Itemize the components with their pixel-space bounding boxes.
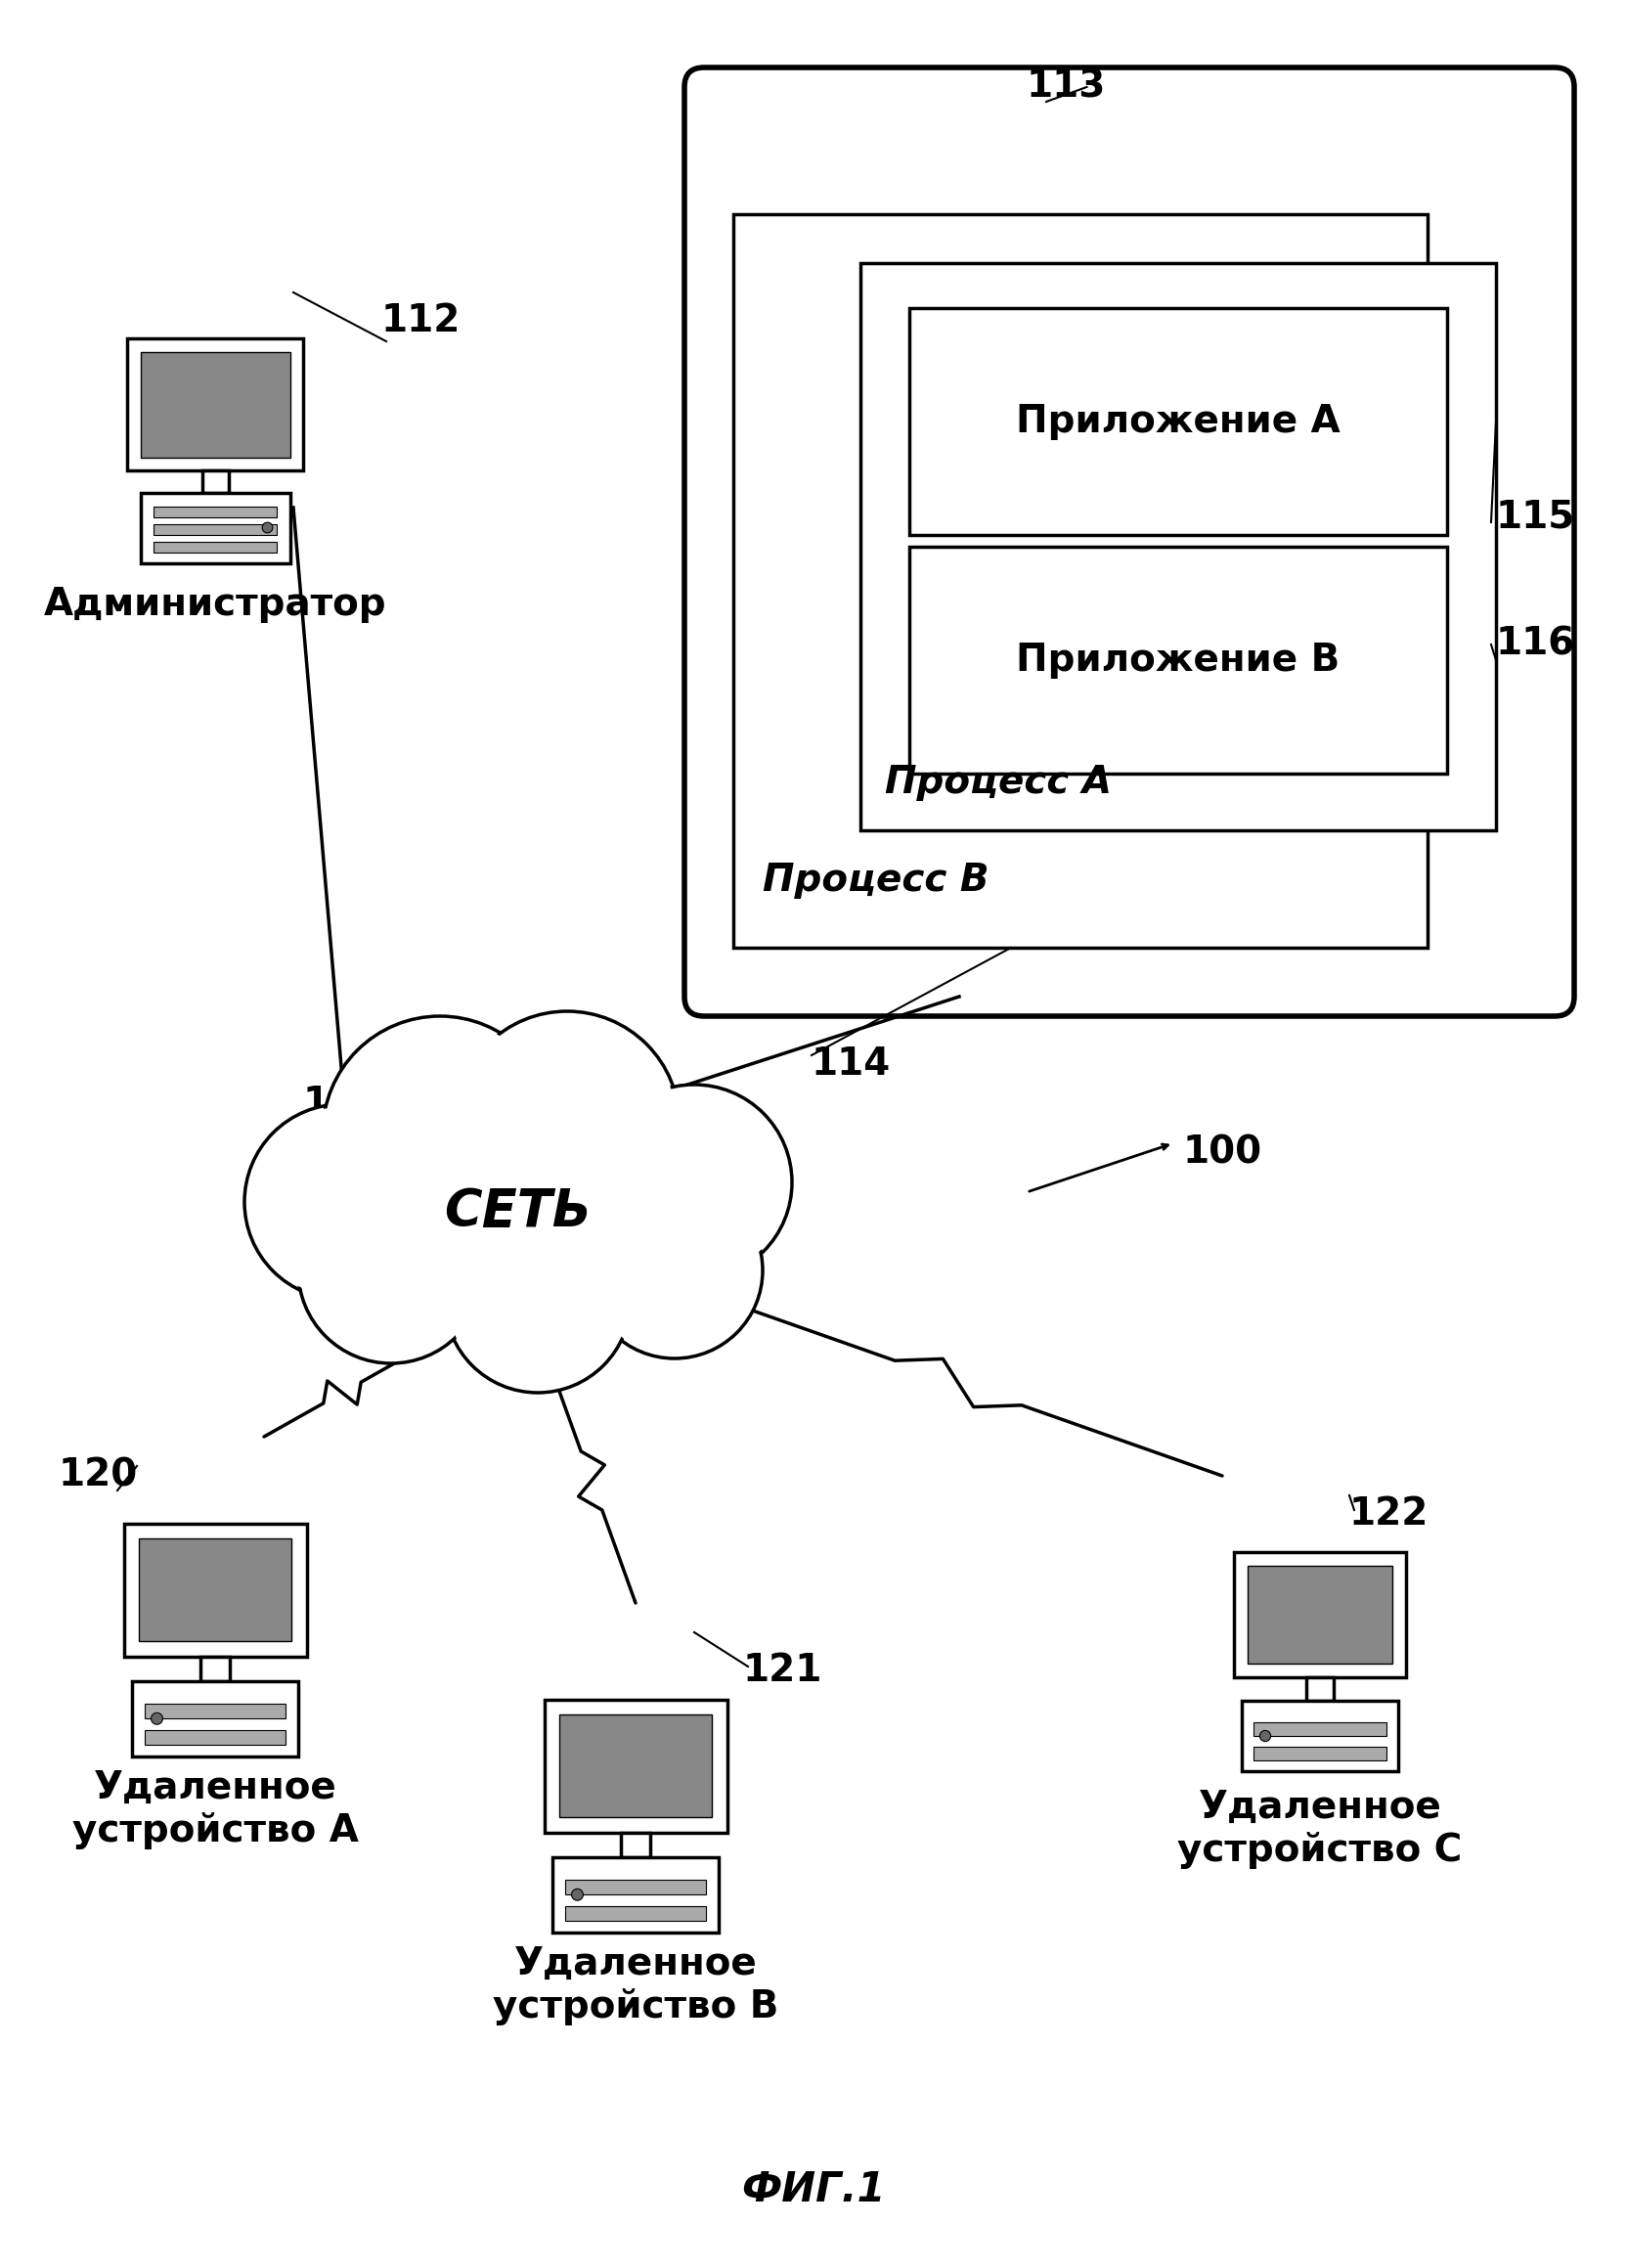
Circle shape [447, 1209, 628, 1390]
Text: Процесс В: Процесс В [763, 862, 989, 898]
Text: СЕТЬ: СЕТЬ [444, 1186, 592, 1236]
Polygon shape [861, 263, 1495, 830]
Text: 110: 110 [303, 1084, 382, 1123]
Polygon shape [1253, 1746, 1386, 1760]
Polygon shape [124, 1524, 306, 1656]
Polygon shape [565, 1905, 706, 1921]
Text: Процесс А: Процесс А [885, 764, 1111, 801]
Circle shape [1259, 1730, 1271, 1742]
Text: 122: 122 [1349, 1495, 1429, 1533]
Polygon shape [1233, 1551, 1406, 1678]
Circle shape [457, 1014, 677, 1234]
Polygon shape [132, 1681, 298, 1755]
Circle shape [587, 1182, 763, 1359]
Polygon shape [909, 308, 1446, 535]
Polygon shape [202, 469, 228, 492]
Polygon shape [200, 1656, 229, 1681]
Polygon shape [145, 1703, 286, 1719]
Polygon shape [140, 352, 290, 458]
Polygon shape [145, 1730, 286, 1744]
Text: 112: 112 [381, 302, 460, 340]
FancyBboxPatch shape [685, 68, 1575, 1016]
Polygon shape [153, 506, 277, 517]
Circle shape [262, 522, 273, 533]
Circle shape [244, 1105, 439, 1300]
Polygon shape [153, 524, 277, 535]
Polygon shape [1253, 1721, 1386, 1735]
Circle shape [151, 1712, 163, 1724]
Text: ФИГ.1: ФИГ.1 [742, 2168, 885, 2211]
Circle shape [247, 1107, 438, 1297]
Polygon shape [138, 1538, 291, 1642]
Circle shape [454, 1012, 680, 1236]
Text: 114: 114 [812, 1046, 892, 1082]
Text: 121: 121 [744, 1651, 823, 1690]
Text: Удаленное
устройство В: Удаленное устройство В [493, 1946, 778, 2025]
Polygon shape [565, 1880, 706, 1894]
Circle shape [322, 1016, 558, 1252]
Polygon shape [361, 1173, 675, 1290]
Polygon shape [140, 492, 290, 562]
Polygon shape [127, 338, 303, 469]
Polygon shape [622, 1833, 651, 1857]
Text: Приложение А: Приложение А [1015, 404, 1341, 440]
Polygon shape [543, 1699, 727, 1833]
Polygon shape [1306, 1678, 1334, 1701]
Text: 113: 113 [1027, 68, 1106, 104]
Text: 115: 115 [1495, 497, 1575, 535]
Circle shape [301, 1179, 482, 1361]
Polygon shape [553, 1857, 719, 1932]
Text: Администратор: Администратор [44, 585, 387, 624]
Circle shape [571, 1889, 582, 1901]
Text: Удаленное
устройство С: Удаленное устройство С [1178, 1789, 1463, 1869]
Circle shape [298, 1177, 483, 1363]
Polygon shape [1248, 1567, 1393, 1662]
Text: Удаленное
устройство А: Удаленное устройство А [72, 1769, 358, 1848]
Circle shape [597, 1084, 792, 1279]
Text: Приложение В: Приложение В [1017, 642, 1341, 678]
Text: 120: 120 [59, 1456, 138, 1492]
Circle shape [444, 1207, 631, 1393]
Polygon shape [909, 547, 1446, 773]
Text: 100: 100 [1183, 1134, 1263, 1173]
Circle shape [599, 1089, 789, 1277]
Polygon shape [734, 213, 1427, 948]
Circle shape [325, 1018, 555, 1247]
Polygon shape [1241, 1701, 1398, 1771]
Polygon shape [560, 1715, 713, 1817]
Circle shape [589, 1186, 760, 1356]
Text: 116: 116 [1495, 626, 1575, 662]
Polygon shape [153, 542, 277, 553]
